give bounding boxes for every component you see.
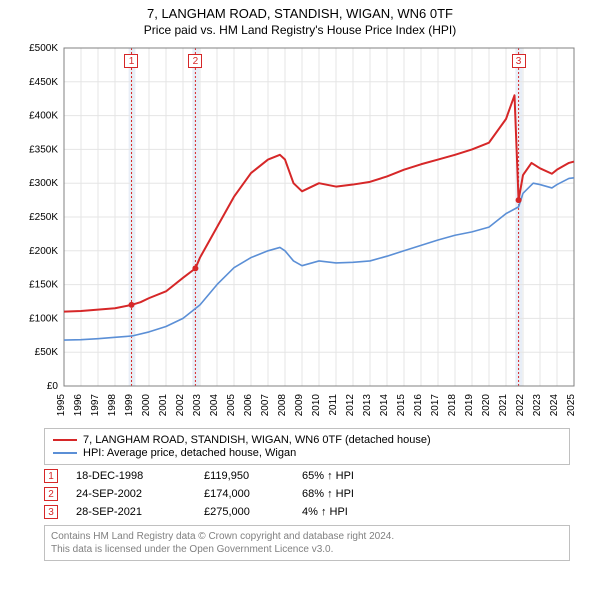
sale-marker bbox=[516, 198, 522, 204]
legend-item: HPI: Average price, detached house, Wiga… bbox=[53, 447, 561, 459]
svg-text:£500K: £500K bbox=[29, 43, 58, 54]
footer-line2: This data is licensed under the Open Gov… bbox=[51, 543, 563, 556]
svg-text:2002: 2002 bbox=[175, 394, 186, 417]
sale-row: 1 18-DEC-1998 £119,950 65% ↑ HPI bbox=[44, 469, 570, 483]
svg-text:2014: 2014 bbox=[379, 394, 390, 417]
svg-text:2013: 2013 bbox=[362, 394, 373, 417]
legend-swatch bbox=[53, 452, 77, 454]
svg-text:£250K: £250K bbox=[29, 212, 58, 223]
sale-price: £174,000 bbox=[204, 488, 284, 500]
sale-pct: 4% ↑ HPI bbox=[302, 506, 392, 518]
svg-text:2017: 2017 bbox=[430, 394, 441, 417]
sales-table: 1 18-DEC-1998 £119,950 65% ↑ HPI 2 24-SEP-200… bbox=[44, 469, 570, 519]
svg-text:£300K: £300K bbox=[29, 179, 58, 190]
svg-text:2009: 2009 bbox=[294, 394, 305, 417]
svg-text:2019: 2019 bbox=[464, 394, 475, 417]
svg-text:£350K: £350K bbox=[29, 145, 58, 156]
svg-text:2024: 2024 bbox=[549, 394, 560, 417]
svg-text:2007: 2007 bbox=[260, 394, 271, 417]
svg-text:2025: 2025 bbox=[566, 394, 577, 417]
svg-text:£200K: £200K bbox=[29, 246, 58, 257]
title-line1: 7, LANGHAM ROAD, STANDISH, WIGAN, WN6 0T… bbox=[10, 6, 590, 23]
sale-price: £275,000 bbox=[204, 506, 284, 518]
svg-text:2010: 2010 bbox=[311, 394, 322, 417]
svg-text:1997: 1997 bbox=[90, 394, 101, 417]
sale-date: 18-DEC-1998 bbox=[76, 470, 186, 482]
sale-marker bbox=[128, 302, 134, 308]
svg-text:1996: 1996 bbox=[73, 394, 84, 417]
svg-text:£450K: £450K bbox=[29, 77, 58, 88]
svg-text:2023: 2023 bbox=[532, 394, 543, 417]
legend: 7, LANGHAM ROAD, STANDISH, WIGAN, WN6 0T… bbox=[44, 428, 570, 465]
sale-row: 3 28-SEP-2021 £275,000 4% ↑ HPI bbox=[44, 505, 570, 519]
sale-date: 24-SEP-2002 bbox=[76, 488, 186, 500]
page: 7, LANGHAM ROAD, STANDISH, WIGAN, WN6 0T… bbox=[0, 0, 600, 590]
legend-swatch bbox=[53, 439, 77, 441]
svg-text:2008: 2008 bbox=[277, 394, 288, 417]
chart: £0 £50K £100K £150K £200K £250K £300K £350K £400… bbox=[20, 42, 580, 422]
svg-text:2021: 2021 bbox=[498, 394, 509, 417]
svg-text:1998: 1998 bbox=[107, 394, 118, 417]
svg-text:2004: 2004 bbox=[209, 394, 220, 417]
svg-text:2020: 2020 bbox=[481, 394, 492, 417]
sale-marker-box: 3 bbox=[44, 505, 58, 519]
footer-line1: Contains HM Land Registry data © Crown c… bbox=[51, 530, 563, 543]
svg-text:2011: 2011 bbox=[328, 394, 339, 416]
chart-svg: £0 £50K £100K £150K £200K £250K £300K £350K £400… bbox=[20, 42, 580, 422]
footer: Contains HM Land Registry data © Crown c… bbox=[44, 525, 570, 561]
svg-text:1999: 1999 bbox=[124, 394, 135, 417]
sale-price: £119,950 bbox=[204, 470, 284, 482]
svg-text:£50K: £50K bbox=[35, 348, 59, 359]
svg-text:2015: 2015 bbox=[396, 394, 407, 417]
legend-item: 7, LANGHAM ROAD, STANDISH, WIGAN, WN6 0T… bbox=[53, 434, 561, 446]
svg-text:2018: 2018 bbox=[447, 394, 458, 417]
svg-text:2003: 2003 bbox=[192, 394, 203, 417]
svg-text:2022: 2022 bbox=[515, 394, 526, 417]
svg-text:2005: 2005 bbox=[226, 394, 237, 417]
svg-text:£0: £0 bbox=[47, 381, 59, 392]
svg-text:£150K: £150K bbox=[29, 280, 58, 291]
sale-row: 2 24-SEP-2002 £174,000 68% ↑ HPI bbox=[44, 487, 570, 501]
svg-text:£100K: £100K bbox=[29, 314, 58, 325]
sale-marker-box: 1 bbox=[44, 469, 58, 483]
title-line2: Price paid vs. HM Land Registry's House … bbox=[10, 23, 590, 39]
sale-date: 28-SEP-2021 bbox=[76, 506, 186, 518]
svg-text:2000: 2000 bbox=[141, 394, 152, 417]
sale-marker-box: 2 bbox=[44, 487, 58, 501]
sale-pct: 65% ↑ HPI bbox=[302, 470, 392, 482]
sale-marker bbox=[192, 266, 198, 272]
legend-label: HPI: Average price, detached house, Wiga… bbox=[83, 447, 296, 459]
svg-text:2012: 2012 bbox=[345, 394, 356, 417]
svg-text:£400K: £400K bbox=[29, 111, 58, 122]
sale-pct: 68% ↑ HPI bbox=[302, 488, 392, 500]
svg-text:2001: 2001 bbox=[158, 394, 169, 417]
svg-text:2016: 2016 bbox=[413, 394, 424, 417]
legend-label: 7, LANGHAM ROAD, STANDISH, WIGAN, WN6 0T… bbox=[83, 434, 431, 446]
svg-text:1995: 1995 bbox=[56, 394, 67, 417]
svg-text:2006: 2006 bbox=[243, 394, 254, 417]
